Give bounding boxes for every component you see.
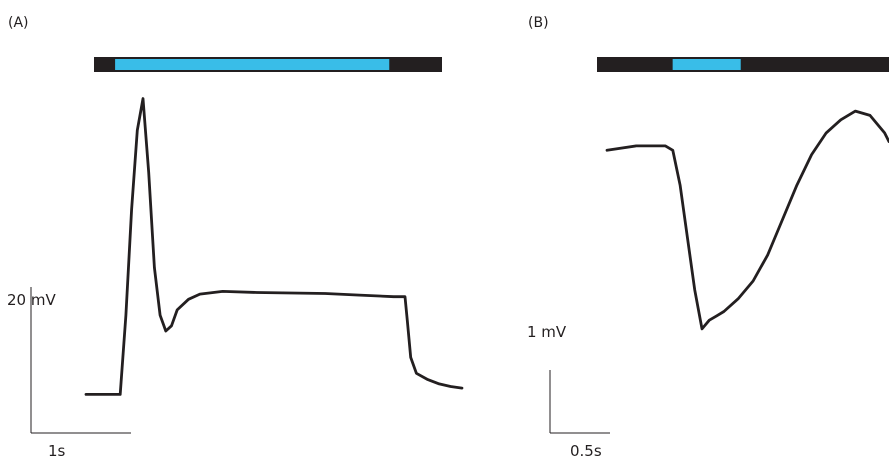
panel-a-label: (A): [8, 15, 29, 31]
panel-a-trace: [84, 97, 464, 396]
panel-a-scale-x-label: 1s: [48, 442, 66, 460]
panel-b: (B) 1 mV 0.5s: [527, 15, 889, 460]
panel-b-label: (B): [528, 15, 549, 31]
panel-b-scale-x-label: 0.5s: [570, 442, 602, 460]
panel-b-stimulus-on: [672, 59, 741, 70]
panel-b-stimulus-bar: [597, 57, 889, 72]
panel-b-trace: [605, 109, 889, 331]
panel-b-scale-y-label: 1 mV: [527, 323, 567, 341]
panel-a: (A) 20 mV 1s: [7, 15, 464, 460]
panel-a-stimulus-on: [115, 59, 390, 70]
panel-a-scale-y-label: 20 mV: [7, 291, 56, 309]
